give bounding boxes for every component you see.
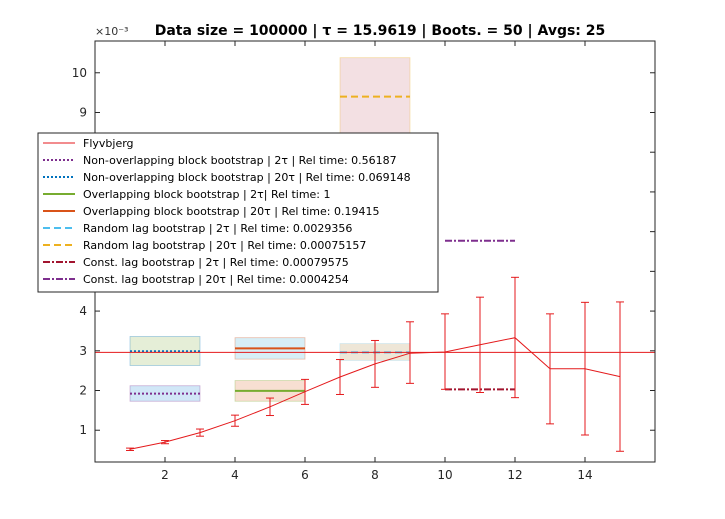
legend-label-3: Non-overlapping block bootstrap | 20τ | … bbox=[83, 171, 411, 184]
flyvbjerg-series bbox=[95, 276, 655, 452]
legend-label-7: Random lag bootstrap | 20τ | Rel time: 0… bbox=[83, 239, 366, 252]
legend-label-1: Flyvbjerg bbox=[83, 137, 134, 150]
x-tick-label-4: 4 bbox=[231, 468, 239, 482]
y-tick-label-4: 4 bbox=[79, 304, 87, 318]
x-tick-label-6: 6 bbox=[301, 468, 309, 482]
legend-label-9: Const. lag bootstrap | 20τ | Rel time: 0… bbox=[83, 273, 349, 286]
y-tick-label-10: 10 bbox=[72, 66, 87, 80]
legend-label-4: Overlapping block bootstrap | 2τ| Rel ti… bbox=[83, 188, 331, 201]
x-tick-label-12: 12 bbox=[507, 468, 522, 482]
x-tick-label-2: 2 bbox=[161, 468, 169, 482]
chart-title: Data size = 100000 | τ = 15.9619 | Boots… bbox=[155, 23, 606, 39]
x-tick-label-8: 8 bbox=[371, 468, 379, 482]
legend-label-5: Overlapping block bootstrap | 20τ | Rel … bbox=[83, 205, 379, 218]
legend-label-6: Random lag bootstrap | 2τ | Rel time: 0.… bbox=[83, 222, 352, 235]
estimate-band-2 bbox=[129, 336, 201, 366]
legend: Flyvbjerg Non-overlapping block bootstrap… bbox=[37, 132, 439, 293]
y-tick-label-2: 2 bbox=[79, 384, 87, 398]
y-tick-label-3: 3 bbox=[79, 344, 87, 358]
legend-box bbox=[37, 132, 439, 293]
x-tick-label-10: 10 bbox=[437, 468, 452, 482]
estimate-band-1 bbox=[129, 385, 201, 402]
x-tick-label-14: 14 bbox=[577, 468, 592, 482]
legend-label-8: Const. lag bootstrap | 2τ | Rel time: 0.… bbox=[83, 256, 349, 269]
y-tick-label-9: 9 bbox=[79, 105, 87, 119]
y-tick-label-1: 1 bbox=[79, 423, 87, 437]
legend-label-2: Non-overlapping block bootstrap | 2τ | R… bbox=[83, 154, 397, 167]
y-axis-exponent: ×10⁻³ bbox=[95, 25, 128, 38]
